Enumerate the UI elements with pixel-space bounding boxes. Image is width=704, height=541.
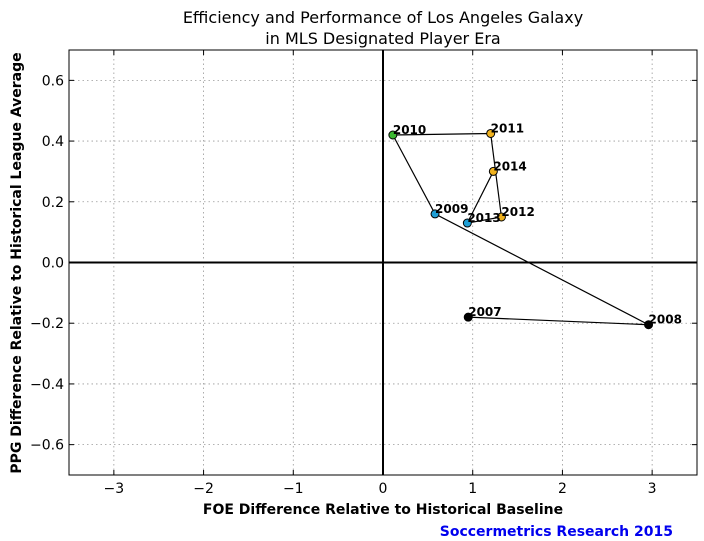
x-tick-label: 1 — [468, 481, 477, 497]
x-tick-label: 3 — [648, 481, 657, 497]
x-tick-label: 0 — [379, 481, 388, 497]
x-tick-label: −3 — [104, 481, 125, 497]
y-tick-label: −0.4 — [30, 377, 64, 393]
y-ticks: −0.6 −0.4 −0.2 0.0 0.2 0.4 0.6 — [30, 73, 697, 454]
x-tick-label: 2 — [558, 481, 567, 497]
y-tick-label: 0.6 — [42, 73, 64, 89]
data-point-2012 — [496, 212, 506, 222]
data-point-2013 — [462, 218, 472, 228]
point-label-2012: 2012 — [501, 205, 534, 219]
point-label-2008: 2008 — [649, 313, 682, 327]
data-point-2011 — [486, 128, 496, 138]
y-tick-label: −0.6 — [30, 438, 64, 454]
point-label-2014: 2014 — [493, 159, 526, 173]
x-axis-label: FOE Difference Relative to Historical Ba… — [203, 502, 563, 518]
data-point-2008 — [644, 320, 654, 330]
point-label-2007: 2007 — [468, 305, 501, 319]
x-tick-label: −2 — [193, 481, 214, 497]
data-point-2007 — [463, 312, 473, 322]
point-label-2010: 2010 — [393, 123, 426, 137]
y-axis-label: PPG Difference Relative to Historical Le… — [9, 52, 25, 473]
data-point-2014 — [488, 166, 498, 176]
data-points — [388, 128, 654, 330]
x-tick-label: −1 — [283, 481, 304, 497]
y-tick-label: −0.2 — [30, 316, 64, 332]
point-label-2013: 2013 — [467, 211, 500, 225]
point-label-2009: 2009 — [435, 202, 468, 216]
y-tick-label: 0.4 — [42, 134, 64, 150]
data-point-2010 — [388, 130, 398, 140]
chart-title-line-1: Efficiency and Performance of Los Angele… — [183, 8, 583, 27]
series-path — [391, 132, 649, 326]
chart-title-line-2: in MLS Designated Player Era — [265, 29, 500, 48]
credit-text: Soccermetrics Research 2015 — [440, 524, 673, 540]
data-point-2009 — [430, 209, 440, 219]
x-ticks: −3 −2 −1 0 1 2 3 — [104, 50, 657, 497]
zero-axes — [69, 50, 697, 475]
point-label-2011: 2011 — [491, 121, 524, 135]
y-tick-label: 0.0 — [42, 256, 64, 272]
y-tick-label: 0.2 — [42, 195, 64, 211]
series-line — [391, 132, 649, 326]
